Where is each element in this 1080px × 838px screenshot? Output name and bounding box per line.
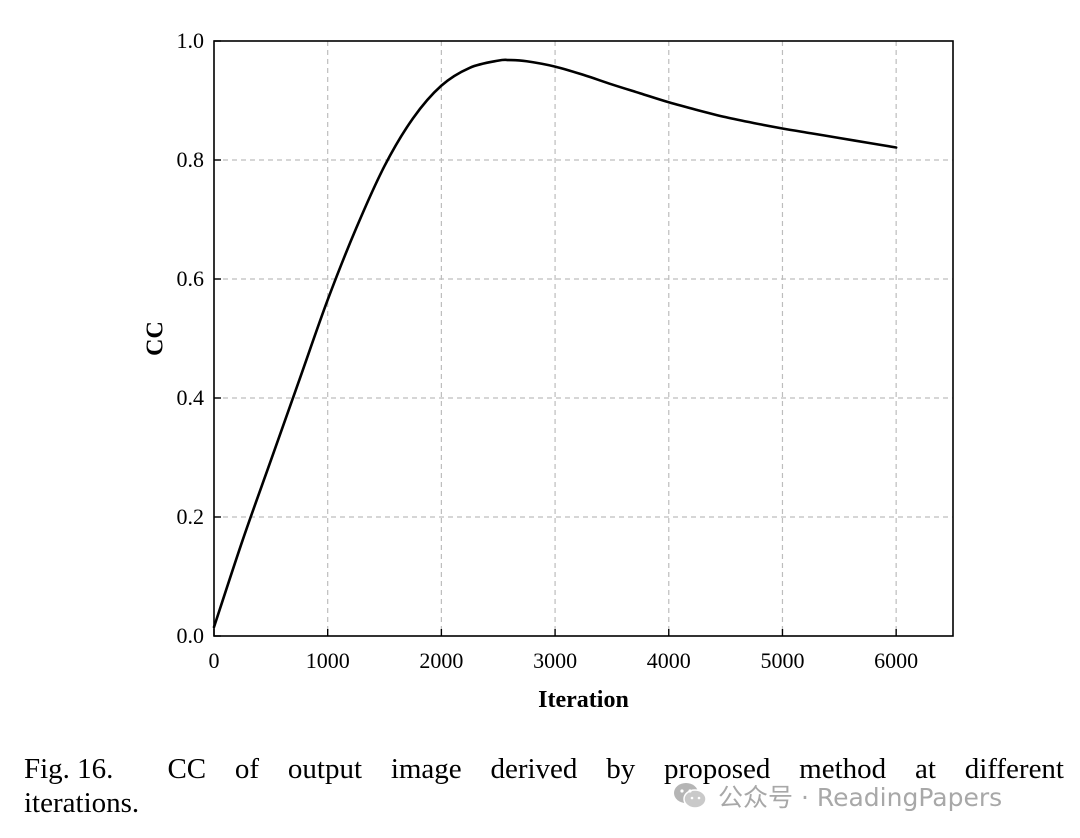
x-tick-label: 4000 (647, 648, 691, 673)
caption-word: image (390, 753, 462, 785)
y-tick-label: 0.6 (177, 266, 205, 291)
caption-figure-number: Fig. 16. (24, 753, 114, 785)
caption-word: of (234, 753, 260, 785)
x-tick-label: 1000 (306, 648, 350, 673)
x-axis-title: Iteration (538, 687, 629, 713)
caption-word: different (964, 753, 1064, 785)
caption-head: Fig. 16. CC (24, 752, 206, 786)
grid-lines (214, 41, 953, 636)
caption-line-1: Fig. 16. CC of output image derived by p… (24, 752, 1064, 786)
chart: 0 1000 2000 3000 4000 5000 6000 0.00.20.40.60.… (143, 28, 954, 713)
x-tick-label: 3000 (533, 648, 577, 673)
x-tick-label: 5000 (760, 648, 804, 673)
series-layer (212, 58, 898, 629)
caption-line-2: iterations. (24, 787, 140, 819)
y-tick-label: 0.0 (177, 623, 205, 648)
y-tick-label: 1.0 (177, 28, 205, 53)
caption-word: at (914, 753, 936, 785)
caption-word: derived (490, 753, 578, 785)
plot-frame (213, 40, 954, 637)
caption-word: method (799, 753, 887, 785)
axis-ticks (213, 40, 897, 637)
x-tick-label: 6000 (874, 648, 918, 673)
x-tick-label: 2000 (419, 648, 463, 673)
caption-word: output (287, 753, 363, 785)
cc-series-line (212, 58, 898, 629)
y-tick-label: 0.8 (177, 147, 205, 172)
y-axis-title: CC (143, 321, 169, 356)
figure-caption: Fig. 16. CC of output image derived by p… (24, 752, 1064, 820)
caption-word: by (606, 753, 636, 785)
y-tick-label: 0.2 (177, 504, 205, 529)
x-tick-labels: 0 1000 2000 3000 4000 5000 6000 (209, 648, 919, 673)
y-tick-labels: 0.0 0.2 0.4 0.6 0.8 1.0 (177, 28, 205, 648)
y-tick-label: 0.4 (177, 385, 205, 410)
caption-word: proposed (664, 753, 771, 785)
x-tick-label: 0 (209, 648, 220, 673)
caption-word: CC (167, 753, 207, 785)
